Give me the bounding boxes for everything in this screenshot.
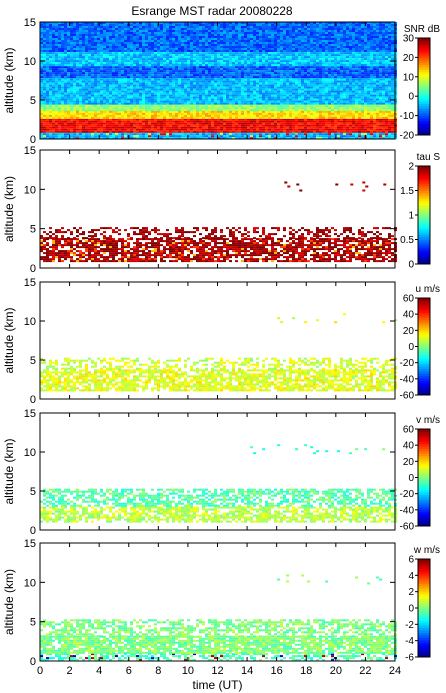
tau-colorbar: tau S 0 0.5 1 1.5 2 <box>400 152 440 271</box>
v-colorbar-label: v m/s <box>416 415 440 426</box>
u-ytick-label: 15 <box>24 277 36 289</box>
w-xtick-label: 8 <box>155 665 161 677</box>
u-colorbar-tick: -60 <box>400 391 415 402</box>
snr-heatmap-cells <box>40 22 397 139</box>
w-xtick-label: 6 <box>126 665 132 677</box>
u-colorbar-tick: 20 <box>403 326 415 337</box>
snr-ytick-label: 15 <box>24 17 36 29</box>
v-colorbar-tick: -60 <box>400 522 415 533</box>
panel-tau: 0 5 10 15 altitude (km) tau S 0 0.5 1 1.5 2 <box>2 145 440 275</box>
panel-u: 0 5 10 15 altitude (km) u m/s -60 -40 -20 0 20 40 60 <box>2 277 440 406</box>
snr-colorbar-tick: -20 <box>400 131 415 142</box>
snr-colorbar-tick: -10 <box>400 111 415 122</box>
w-colorbar-tick: 0 <box>408 604 414 615</box>
w-colorbar-tick: -6 <box>405 653 414 664</box>
w-xtick-label: 20 <box>330 665 342 677</box>
v-colorbar-tick: 40 <box>403 441 415 452</box>
w-xtick-label: 22 <box>359 665 371 677</box>
w-xtick-label: 0 <box>37 665 43 677</box>
w-xtick-label: 2 <box>67 665 73 677</box>
v-colorbar-tick: -40 <box>400 505 415 516</box>
v-ytick-label: 10 <box>24 447 36 459</box>
v-ytick-label: 5 <box>30 486 36 498</box>
u-heatmap-cells <box>40 313 397 391</box>
w-colorbar-tick: -2 <box>405 620 414 631</box>
snr-colorbar-tick: 30 <box>403 34 415 45</box>
v-ytick-label: 15 <box>24 408 36 420</box>
w-xtick-label: 24 <box>389 665 401 677</box>
u-colorbar-tick: 60 <box>403 294 415 305</box>
snr-colorbar-tick: 0 <box>408 92 414 103</box>
panel-v: 0 5 10 15 altitude (km) v m/s -60 -40 -20 0 20 40 60 <box>2 408 440 537</box>
w-colorbar-tick: 2 <box>408 587 414 598</box>
figure-title: Esrange MST radar 20080228 <box>131 4 293 18</box>
v-colorbar-tick: 20 <box>403 457 415 468</box>
tau-colorbar-tick: 1 <box>408 211 414 222</box>
u-ytick-label: 5 <box>30 355 36 367</box>
w-colorbar-tick: -4 <box>405 636 414 647</box>
v-ytick-label: 0 <box>30 525 36 537</box>
u-colorbar-tick: -20 <box>400 358 415 369</box>
tau-colorbar-label: tau S <box>417 152 441 163</box>
tau-colorbar-tick: 2 <box>408 162 414 173</box>
w-xtick-label: 18 <box>300 665 312 677</box>
w-xtick-label: 16 <box>271 665 283 677</box>
w-xtick-label: 12 <box>211 665 223 677</box>
snr-ytick-label: 5 <box>30 95 36 107</box>
u-colorbar-tick: 40 <box>403 310 415 321</box>
v-colorbar-tick: 60 <box>403 425 415 436</box>
w-colorbar: w m/s -6 -4 -2 0 2 4 6 <box>405 545 440 664</box>
u-colorbar-label: u m/s <box>416 284 440 295</box>
v-heatmap-cells <box>40 444 397 522</box>
w-xtick-label: 4 <box>96 665 102 677</box>
v-colorbar-tick: -20 <box>400 489 415 500</box>
w-colorbar-tick: 6 <box>408 555 414 566</box>
w-xtick-label: 10 <box>182 665 194 677</box>
tau-colorbar-tick: 0 <box>408 260 414 271</box>
w-y-axis-label: altitude (km) <box>2 569 16 635</box>
w-ytick-label: 15 <box>24 538 36 550</box>
tau-colorbar-tick: 0.5 <box>400 235 414 246</box>
w-heatmap-cells <box>40 575 397 662</box>
tau-y-axis-label: altitude (km) <box>2 176 16 242</box>
snr-ytick-label: 10 <box>24 56 36 68</box>
x-axis-label: time (UT) <box>193 678 243 692</box>
w-ytick-label: 0 <box>30 656 36 668</box>
u-colorbar-tick: 0 <box>408 342 414 353</box>
tau-ytick-label: 10 <box>24 184 36 196</box>
w-xtick-label: 14 <box>241 665 253 677</box>
w-ytick-label: 10 <box>24 577 36 589</box>
u-colorbar-tick: -40 <box>400 374 415 385</box>
w-ytick-label: 5 <box>30 617 36 629</box>
v-y-axis-label: altitude (km) <box>2 438 16 504</box>
tau-ytick-label: 15 <box>24 145 36 157</box>
tau-ytick-label: 0 <box>30 263 36 275</box>
w-colorbar-tick: 4 <box>408 571 414 582</box>
u-ytick-label: 10 <box>24 316 36 328</box>
v-colorbar-tick: 0 <box>408 473 414 484</box>
snr-y-axis-label: altitude (km) <box>2 47 16 113</box>
snr-colorbar-tick: 20 <box>403 53 415 64</box>
tau-colorbar-tick: 1.5 <box>400 186 414 197</box>
tau-ytick-label: 5 <box>30 224 36 236</box>
u-y-axis-label: altitude (km) <box>2 307 16 373</box>
u-ytick-label: 0 <box>30 394 36 406</box>
v-colorbar: v m/s -60 -40 -20 0 20 40 60 <box>400 415 440 533</box>
u-colorbar: u m/s -60 -40 -20 0 20 40 60 <box>400 284 440 402</box>
tau-heatmap-cells <box>40 182 397 263</box>
w-colorbar-label: w m/s <box>413 545 440 556</box>
snr-colorbar-tick: 10 <box>403 72 415 83</box>
